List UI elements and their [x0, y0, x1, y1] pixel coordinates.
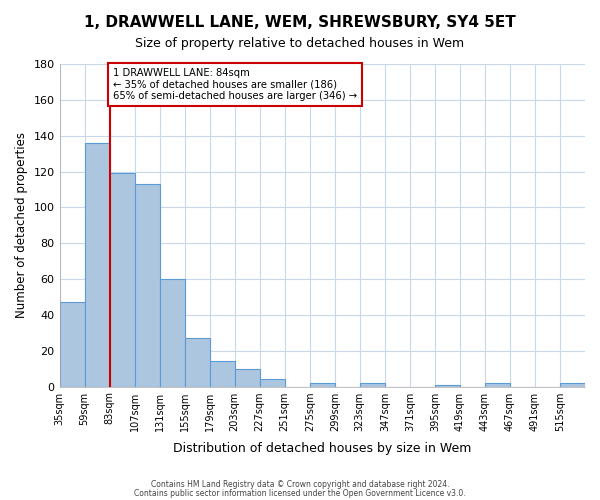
Bar [235, 368, 260, 386]
Bar [59, 302, 85, 386]
Bar [160, 279, 185, 386]
Bar [435, 384, 460, 386]
Text: 1, DRAWWELL LANE, WEM, SHREWSBURY, SY4 5ET: 1, DRAWWELL LANE, WEM, SHREWSBURY, SY4 5… [84, 15, 516, 30]
X-axis label: Distribution of detached houses by size in Wem: Distribution of detached houses by size … [173, 442, 472, 455]
Bar [260, 380, 285, 386]
Bar [560, 383, 585, 386]
Bar [360, 383, 385, 386]
Y-axis label: Number of detached properties: Number of detached properties [15, 132, 28, 318]
Bar [134, 184, 160, 386]
Bar [185, 338, 209, 386]
Text: Contains HM Land Registry data © Crown copyright and database right 2024.: Contains HM Land Registry data © Crown c… [151, 480, 449, 489]
Text: Contains public sector information licensed under the Open Government Licence v3: Contains public sector information licen… [134, 489, 466, 498]
Bar [485, 383, 510, 386]
Bar [310, 383, 335, 386]
Text: 1 DRAWWELL LANE: 84sqm
← 35% of detached houses are smaller (186)
65% of semi-de: 1 DRAWWELL LANE: 84sqm ← 35% of detached… [113, 68, 357, 101]
Text: Size of property relative to detached houses in Wem: Size of property relative to detached ho… [136, 38, 464, 51]
Bar [85, 143, 110, 386]
Bar [110, 174, 134, 386]
Bar [209, 362, 235, 386]
